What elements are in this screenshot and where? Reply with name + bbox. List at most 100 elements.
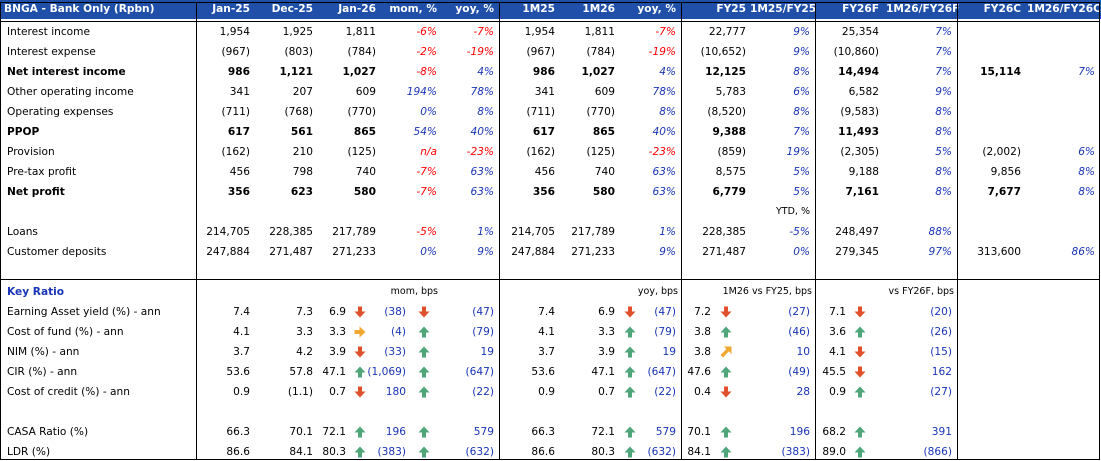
arrow-down-icon xyxy=(720,306,732,318)
table-cell: -7% xyxy=(473,26,494,38)
table-cell: 63% xyxy=(470,186,494,198)
table-cell: 25,354 xyxy=(841,26,879,38)
table-cell: 609 xyxy=(594,86,615,98)
table-cell: (9,583) xyxy=(840,106,879,118)
table-title: BNGA - Bank Only (Rpbn) xyxy=(4,3,155,15)
table-cell: -8% xyxy=(416,66,437,78)
table-cell: 0.9 xyxy=(233,386,250,398)
table-cell: 7% xyxy=(793,126,810,138)
table-cell: 5% xyxy=(793,166,810,178)
table-cell: 57.8 xyxy=(289,366,313,378)
table-cell: (784) xyxy=(347,46,377,58)
table-cell xyxy=(961,22,1021,42)
table-cell: 3.3 xyxy=(598,326,615,338)
table-cell: 63% xyxy=(470,166,494,178)
row-label: Customer deposits xyxy=(7,246,107,258)
arrow-right-icon xyxy=(354,326,366,338)
table-cell: 7% xyxy=(935,66,952,78)
row-label: Pre-tax profit xyxy=(7,166,77,178)
table-cell: 279,345 xyxy=(835,246,879,258)
table-cell: 0.7 xyxy=(598,386,615,398)
arrow-up-icon xyxy=(354,426,366,438)
table-cell: 53.6 xyxy=(531,366,555,378)
table-cell: (632) xyxy=(465,446,495,458)
table-cell: 271,487 xyxy=(702,246,746,258)
grid-divider xyxy=(1099,2,1100,459)
table-row: Pre-tax profit 456 798 740 -7% 63% 456 740 63% 8,… xyxy=(0,162,1101,182)
table-row: Cost of fund (%) - ann 4.1 3.3 3.3 (4) (79) 4.… xyxy=(0,322,1101,342)
table-cell: 4.1 xyxy=(829,346,846,358)
header-col: FY26C xyxy=(983,3,1021,15)
table-cell: 89.0 xyxy=(822,446,846,458)
table-cell: -7% xyxy=(416,166,437,178)
table-cell: 19 xyxy=(662,346,676,358)
table-cell: 228,385 xyxy=(269,226,313,238)
table-cell: 8,575 xyxy=(715,166,746,178)
table-cell: 617 xyxy=(227,126,250,138)
table-cell: -23% xyxy=(466,146,494,158)
table-cell xyxy=(961,222,1021,242)
table-cell: 228,385 xyxy=(702,226,746,238)
table-cell: 180 xyxy=(385,386,406,398)
header-col: Jan-26 xyxy=(338,3,376,15)
table-cell: (768) xyxy=(284,106,314,118)
table-cell: 4.2 xyxy=(296,346,313,358)
table-cell: (866) xyxy=(923,446,953,458)
table-cell: 7% xyxy=(935,46,952,58)
table-cell: 798 xyxy=(292,166,313,178)
table-cell: (47) xyxy=(472,306,494,318)
table-cell: 0% xyxy=(793,246,810,258)
arrow-up-icon xyxy=(720,446,732,458)
table-cell: (647) xyxy=(647,366,677,378)
table-cell: 3.8 xyxy=(694,326,711,338)
table-cell: 356 xyxy=(227,186,250,198)
table-cell: -23% xyxy=(648,146,676,158)
table-cell: n/a xyxy=(420,146,437,158)
table-cell: 3.3 xyxy=(329,326,346,338)
grid-divider xyxy=(0,459,1100,460)
table-cell: 19 xyxy=(480,346,494,358)
arrow-down-icon xyxy=(354,386,366,398)
arrow-down-icon xyxy=(854,346,866,358)
arrow-up-icon xyxy=(354,446,366,458)
table-cell xyxy=(1027,82,1095,102)
table-cell: 391 xyxy=(931,426,952,438)
table-cell: 580 xyxy=(353,186,376,198)
table-cell: 84.1 xyxy=(687,446,711,458)
table-cell: 4.1 xyxy=(538,326,555,338)
table-cell: 579 xyxy=(655,426,676,438)
key-ratio-title: Key Ratio xyxy=(7,286,65,298)
table-cell: 8% xyxy=(793,66,810,78)
table-cell xyxy=(1027,22,1095,42)
row-label: Interest income xyxy=(7,26,90,38)
table-row: Loans 214,705 228,385 217,789 -5% 1% 214,705 21… xyxy=(0,222,1101,242)
table-cell: 47.1 xyxy=(322,366,346,378)
table-cell: (383) xyxy=(377,446,407,458)
grid-divider xyxy=(0,2,1,459)
table-row: Provision (162) 210 (125) n/a -23% (162) (125) -… xyxy=(0,142,1101,162)
table-cell: 194% xyxy=(406,86,437,98)
table-cell: 97% xyxy=(928,246,952,258)
table-cell: 623 xyxy=(290,186,313,198)
header-row: BNGA - Bank Only (Rpbn) Jan-25 Dec-25 Jan-2… xyxy=(0,0,1101,19)
arrow-down-icon xyxy=(854,306,866,318)
table-cell: 72.1 xyxy=(591,426,615,438)
arrow-up-icon xyxy=(720,326,732,338)
row-label: Cost of credit (%) - ann xyxy=(7,386,130,398)
table-cell: 0% xyxy=(420,246,437,258)
table-cell: 84.1 xyxy=(289,446,313,458)
arrow-up-icon xyxy=(624,326,636,338)
row-label: Provision xyxy=(7,146,55,158)
table-cell: 456 xyxy=(229,166,250,178)
arrow-up-icon xyxy=(624,426,636,438)
arrow-up-icon xyxy=(624,366,636,378)
header-col: mom, % xyxy=(389,3,437,15)
table-cell: (770) xyxy=(586,106,616,118)
header-col: yoy, % xyxy=(455,3,494,15)
arrow-down-icon xyxy=(418,306,430,318)
table-cell: 3.6 xyxy=(829,326,846,338)
arrow-down-icon xyxy=(624,306,636,318)
table-cell: 8% xyxy=(659,106,676,118)
table-cell: (47) xyxy=(654,306,676,318)
table-cell: -19% xyxy=(648,46,676,58)
